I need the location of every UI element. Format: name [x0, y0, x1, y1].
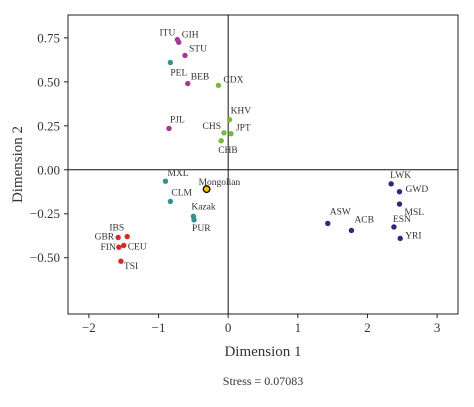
point-gih — [176, 39, 182, 45]
point-label-itu: ITU — [160, 29, 176, 39]
point-label-chs: CHS — [203, 122, 221, 132]
point-chs — [221, 130, 227, 136]
plot-frame — [67, 14, 459, 315]
point-label-cdx: CDX — [223, 75, 243, 85]
point-ceu — [121, 242, 127, 249]
point-beb — [185, 80, 191, 87]
point-label-mxl: MXL — [168, 169, 189, 179]
y-tick-label: 0.00 — [37, 162, 60, 177]
y-tick-label: 0.75 — [37, 30, 60, 45]
point-label-stu: STU — [189, 44, 207, 54]
point-label-beb: BEB — [191, 73, 209, 83]
point-label-gbr: GBR — [95, 232, 115, 242]
point-mxl — [162, 178, 169, 184]
point-label-chb: CHB — [218, 146, 238, 156]
point-label-jpt: JPT — [236, 124, 251, 134]
point-label-mongolian: Mongolian — [199, 178, 241, 188]
point-label-kazak: Kazak — [191, 202, 216, 212]
point-gbr — [115, 234, 121, 241]
point-label-msl: MSL — [405, 208, 425, 218]
point-asw — [325, 220, 331, 227]
x-tick-label: 3 — [434, 320, 441, 335]
point-lwk — [388, 181, 394, 187]
point-yri — [397, 235, 403, 242]
x-axis-title: Dimension 1 — [224, 344, 301, 360]
point-gwd — [396, 189, 403, 195]
point-acb — [348, 227, 355, 234]
point-tsi — [118, 258, 124, 264]
point-label-tsi: TSI — [124, 262, 138, 272]
point-fin — [116, 244, 122, 250]
point-label-esn: ESN — [393, 215, 411, 225]
point-khv — [226, 116, 233, 123]
point-pjl — [166, 125, 172, 132]
point-label-pjl: PJL — [170, 115, 185, 125]
point-cdx — [215, 82, 222, 89]
y-tick-label: 0.25 — [37, 118, 60, 133]
point-chb — [218, 138, 224, 144]
point-label-gwd: GWD — [406, 185, 429, 195]
point-labels-layer: ITU GIH STU PEL BEB CDX PJL KHV CHS JPT CHB MXL Mong… — [95, 29, 429, 273]
x-tick-label: 2 — [364, 320, 371, 335]
x-tick-label: −1 — [152, 320, 166, 335]
point-label-pel: PEL — [170, 68, 187, 78]
point-label-gih: GIH — [182, 30, 199, 40]
x-tick-label: 0 — [225, 320, 232, 335]
x-tick-label: −2 — [82, 320, 96, 335]
point-label-pur: PUR — [192, 224, 211, 234]
point-ibs — [124, 233, 130, 240]
point-jpt — [228, 131, 234, 137]
point-label-asw: ASW — [330, 207, 351, 217]
point-label-fin: FIN — [101, 243, 116, 253]
point-esn — [391, 224, 397, 230]
point-label-lwk: LWK — [390, 171, 411, 181]
point-stu — [182, 52, 188, 59]
point-label-ibs: IBS — [109, 224, 124, 234]
y-tick-label: 0.50 — [37, 74, 60, 89]
axes-layer: −2 −1 0 1 2 3 0.75 0.50 0.25 0.00 −0.25 −0.50 — [30, 14, 459, 335]
points-layer — [115, 36, 403, 264]
y-tick-label: −0.25 — [30, 206, 60, 221]
y-tick-label: −0.50 — [30, 250, 60, 265]
point-label-acb: ACB — [354, 215, 374, 225]
stress-footnote: Stress = 0.07083 — [223, 374, 303, 388]
point-msl — [396, 201, 403, 207]
point-pur — [191, 217, 197, 223]
point-pel — [167, 59, 174, 66]
point-label-khv: KHV — [231, 107, 252, 117]
point-label-clm: CLM — [171, 188, 192, 198]
y-axis-title: Dimension 2 — [10, 126, 26, 203]
point-clm — [167, 198, 174, 205]
point-mongolian — [202, 185, 211, 194]
x-tick-label: 1 — [295, 320, 302, 335]
point-label-ceu: CEU — [128, 242, 147, 252]
point-label-yri: YRI — [405, 231, 421, 241]
